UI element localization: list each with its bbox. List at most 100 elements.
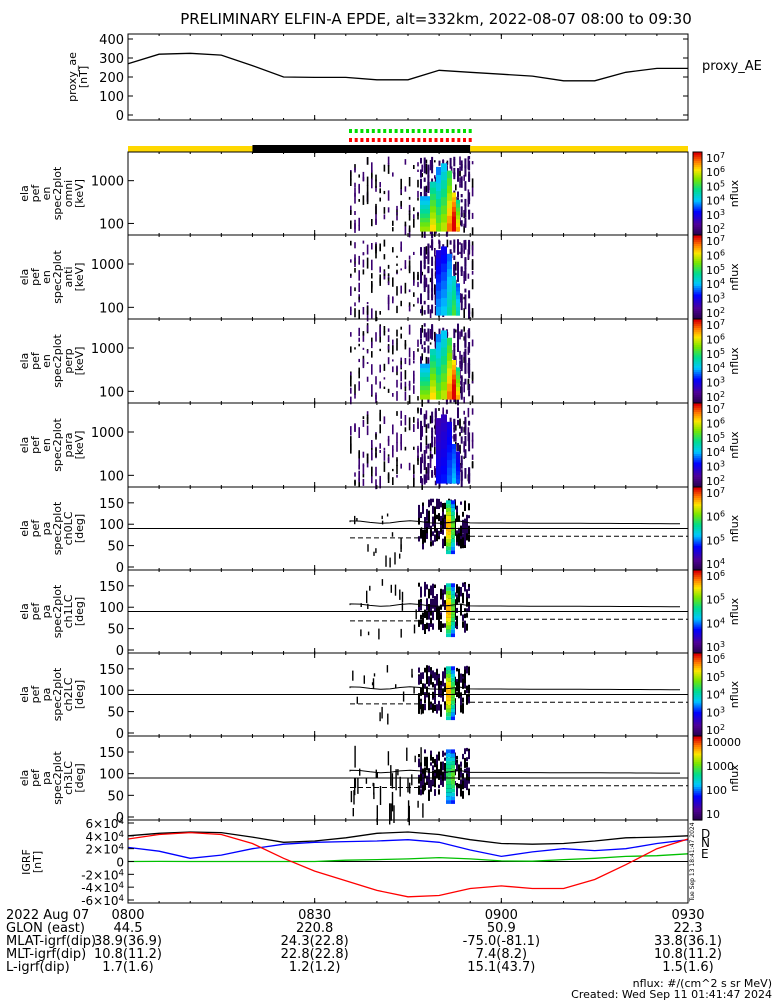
spectrogram-cell [431,274,434,284]
spectrogram-cell [422,529,424,540]
colorbar-cell [693,700,702,704]
spectrogram-cell [423,474,426,485]
colorbar-cell [693,413,702,417]
spectrogram-cell [393,805,395,823]
spectrogram-cell [444,589,446,595]
spectrogram-cell [460,780,462,785]
colorbar-cell [693,733,702,737]
spectrogram-cell [451,594,455,599]
spectrogram-cell [466,757,468,762]
spectrogram-cell [462,519,464,527]
spectrogram-cell [392,345,394,355]
spectrogram-cell [441,465,447,476]
spectrogram-cell [464,524,466,529]
spectrogram-cell [451,704,455,709]
spectrogram-cell [378,628,380,640]
spectrogram-cell [429,245,432,248]
spectrogram-cell [371,273,373,279]
spectrogram-cell [451,614,455,618]
spectrogram-cell [451,511,455,516]
spectrogram-cell [366,185,369,195]
spectrogram-cell [438,769,440,780]
spectrogram-cell [429,329,432,339]
spectrogram-cell [366,302,369,305]
colorbar-cell [693,390,702,394]
spectrogram-cell [458,783,460,789]
spectrogram-cell [434,534,436,542]
colorbar-cell [693,214,702,217]
colorbar-cell [693,534,702,538]
spectrogram-cell [427,244,430,249]
spectrogram-cell [354,254,356,262]
spectrogram-cell [354,384,356,395]
science-zone-marker [428,138,432,142]
colorbar-cell [693,218,702,222]
spectrogram-cell [404,343,407,350]
spectrogram-cell [430,218,436,226]
science-zone-marker [394,138,398,142]
spectrogram-cell [464,267,467,278]
spectrogram-cell [358,477,360,488]
spectrogram-cell [452,463,456,469]
spectrogram-cell [438,700,440,711]
spectrogram-cell [396,305,398,314]
colorbar-cell [693,262,702,265]
spectrogram-cell [358,270,360,281]
colorbar-cell [693,354,702,358]
colorbar-cell [693,201,702,205]
spectrogram-cell [444,682,446,687]
spectrogram-cell [350,426,352,436]
colorbar-cell [693,565,702,569]
spectrogram-cell [362,252,365,256]
colorbar-cell [693,205,702,209]
spectrogram-cell [422,612,424,617]
colorbar-cell [693,549,702,552]
spectrogram-cell [354,745,356,768]
spectrogram-cell [457,175,459,182]
colorbar-cell [693,748,702,752]
spectrogram-cell [350,210,352,215]
spectrogram-cell [375,448,377,458]
spectrogram-cell [423,165,426,174]
colorbar-cell [693,767,702,771]
colorbar-cell [693,532,702,536]
spectrogram-cell [446,670,451,674]
spectrogram-cell [447,475,452,484]
colorbar-cell [693,650,702,654]
spectrogram-cell [379,332,381,343]
spectrogram-cell [434,584,436,588]
y-axis-label: ela [18,603,31,620]
spectrogram-cell [451,542,455,547]
spectrogram-cell [471,308,474,318]
colorbar-tick-label: 106 [706,332,725,346]
spectrogram-cell [436,434,441,443]
colorbar-cell [693,212,702,215]
spectrogram-cell [387,345,390,350]
spectrogram-cell [436,382,441,392]
spectrogram-cell [429,457,432,468]
spectrogram-cell [447,391,452,400]
colorbar-cell [693,478,702,482]
spectrogram-cell [468,156,471,160]
spectrogram-cell [354,167,356,173]
spectrogram-cell [456,215,460,220]
spectrogram-cell [375,769,377,779]
spectrogram-cell [431,442,434,448]
spectrogram-cell [452,384,456,390]
spectrogram-cell [451,765,455,769]
colorbar-cell [693,449,702,452]
spectrogram-cell [420,222,430,228]
spectrogram-cell [366,350,369,354]
spectrogram-cell [451,504,455,508]
spectrogram-cell [379,348,381,352]
spectrogram-cell [362,451,365,458]
spectrogram-cell [459,177,461,184]
colorbar-cell [693,809,702,813]
spectrogram-cell [456,584,458,594]
spectrogram-cell [434,782,436,788]
legend-e: E [701,847,709,861]
colorbar-cell [693,277,702,280]
y-axis-label: ela [18,686,31,703]
y-tick-label: 100 [99,90,124,105]
